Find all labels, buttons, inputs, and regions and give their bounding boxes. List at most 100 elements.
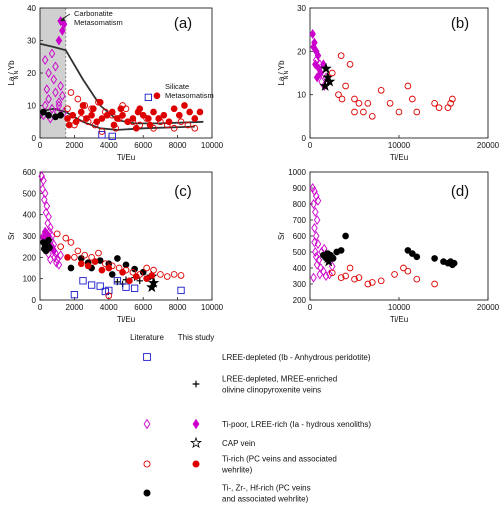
x-tick-label: 10000 [201,141,224,150]
lit_ti_poor-point [311,237,318,248]
this_ti_rich-point [93,118,101,126]
x-tick-label: 10000 [388,303,411,312]
x-tick-label: 10000 [201,303,224,312]
lit_ti_rich-point [74,247,82,255]
lit_ti_poor-point [40,175,47,186]
y-tick-label: 600 [293,232,307,241]
x-axis-label: Ti/Eu [117,315,135,324]
y-axis-label-sub: N N [284,70,290,79]
this_ti_zr_hf-point [108,271,116,278]
lit_ti_rich-point [444,104,452,111]
this_ti_rich-point [69,111,77,119]
carbonatite-arrowhead [60,17,65,21]
lit_ti_poor-point [55,97,63,108]
panel-label: (c) [174,183,192,200]
lit_ti_rich-point [404,82,412,90]
lit_ti_rich-point [67,89,75,96]
lit_ti_rich-point [413,275,421,283]
x-tick-label: 8000 [169,303,187,312]
lit_ti_poor-point [60,107,68,117]
y-tick-label: 400 [23,211,37,220]
this_ti_rich-point [83,115,90,122]
this_ti_zr_hf-point [67,264,75,272]
x-tick-label: 4000 [100,303,118,312]
this_ti_rich-point [150,108,157,116]
this_ti_rich-point [98,266,106,274]
y-tick-label: 900 [293,184,307,193]
y-tick-label: 300 [293,280,307,289]
this_ti_rich-point [132,273,140,280]
this_cap-point [146,281,158,293]
this_ti_rich-point [181,102,188,109]
y-axis-label-sub: N N [14,70,20,79]
this_ti_rich-point [136,105,144,113]
x-tick-label: 8000 [169,141,187,150]
lit_ti_poor-point [326,269,333,280]
y-tick-label: 800 [293,200,307,209]
y-tick-label: 300 [23,232,37,241]
lit_ti_rich-point [364,280,372,288]
this_ti_rich-point [108,108,116,116]
this_ti_rich-point [119,111,126,119]
lit_ti_poor-point [52,61,59,72]
legend-entry-text: Ti-, Zr-, Hf-rich (PC veins [222,484,311,493]
lit_ti_rich-point [150,266,157,274]
lit_ti_poor-point [45,68,52,78]
x-tick-label: 6000 [134,141,152,150]
lit_ti_rich-point [351,95,358,103]
this_ti_poor-point [317,68,324,78]
legend-marker-this-study [192,418,200,430]
x-tick-label: 20000 [477,303,500,312]
y-tick-label: 10 [27,102,36,111]
this_ti_rich-point [165,118,173,126]
this_olivine_cpx-point [136,277,143,284]
lit_ti_rich-point [88,254,95,261]
lit_ti_rich-point [74,95,82,103]
lit_ti_rich-point [395,108,403,116]
this_ti_rich-point [143,275,150,282]
lit_ti_rich-point [431,100,438,107]
this_ti_zr_hf-point [114,255,121,262]
legend-entry-text: Ti-poor, LREE-rich (Ia - hydrous xenolit… [222,420,371,429]
this_ti_rich-point [139,111,147,119]
this_ti_zr_hf-point [404,247,412,254]
legend-marker-this-study [189,436,203,449]
lit_ti_rich-point [191,124,199,132]
x-axis-label: Ti/Eu [117,153,135,162]
this_ti_rich-point [91,258,99,265]
y-axis-label: Sr [277,232,286,240]
lit_ti_rich-point [351,108,358,116]
panel-d: 0 10000 20000 200 300 400 500 600 700 800 900 1000 T… [277,168,500,324]
y-tick-label: 40 [27,4,36,13]
lit_ti_rich-point [177,272,185,279]
lit_ti_poor-point [316,59,324,70]
this_ti_zr_hf-point [409,250,416,257]
lit_ti_poor-point [312,55,320,65]
y-tick-label: 100 [23,275,37,284]
this_ti_zr_hf-point [431,255,438,262]
lit_lree_depleted-point [98,131,106,139]
y-tick-label: 30 [297,4,306,13]
y-tick-label: 0 [32,296,37,305]
this_cap-point [147,276,160,288]
y-tick-label: 30 [27,37,36,46]
panel-a: 0 2000 4000 6000 8000 10000 0 10 20 30 40 Ti/Eu La /… [7,4,224,162]
lit_ti_rich-point [95,249,102,257]
y-tick-label: 600 [23,168,37,177]
this_ti_rich-point [96,98,104,106]
lit_ti_poor-point [312,207,319,217]
lit_ti_rich-point [170,271,178,278]
lit_ti_rich-point [328,269,336,277]
lit_ti_rich-point [351,275,358,283]
y-axis-label: La / Yb [7,60,16,86]
lit_ti_poor-point [316,269,324,280]
this_ti_rich-point [110,121,118,129]
lit_ti_poor-point [310,272,317,283]
this_ti_zr_hf-point [131,265,138,273]
this_ti_poor-point [313,72,321,83]
lit_ti_rich-point [435,104,443,111]
this_ti_rich-point [64,115,71,122]
panel-b: 0 10000 20000 0 10 20 30 Ti/Eu La / YbN N (b) [277,4,500,162]
lit_ti_rich-point [431,280,438,288]
